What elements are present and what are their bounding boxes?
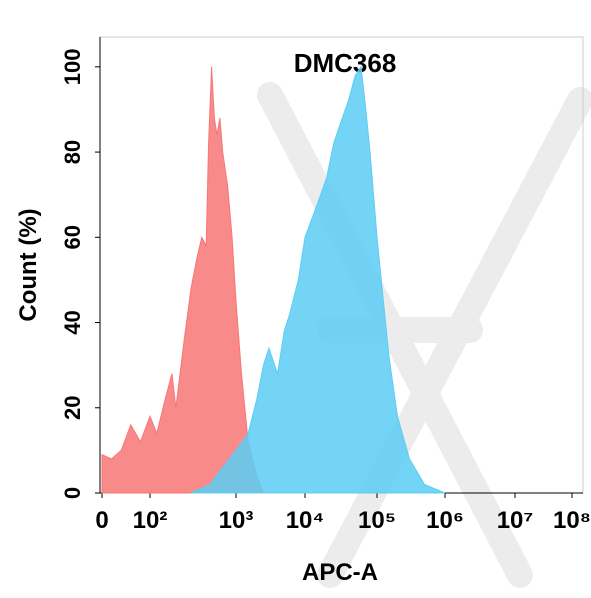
x-tick-label: 10² xyxy=(133,507,168,534)
histogram-area xyxy=(190,65,446,494)
y-tick-label: 80 xyxy=(60,140,85,164)
y-tick-label: 40 xyxy=(60,310,85,334)
y-axis-label: Count (%) xyxy=(15,208,42,321)
y-tick-label: 20 xyxy=(60,396,85,420)
x-tick-label: 10⁸ xyxy=(553,507,591,534)
x-tick-label: 10⁵ xyxy=(358,507,396,534)
x-axis-label: APC-A xyxy=(302,559,378,586)
x-tick-label: 10⁴ xyxy=(286,507,325,534)
y-tick-label: 0 xyxy=(60,487,85,499)
y-tick-label: 100 xyxy=(60,48,85,85)
x-tick-label: 0 xyxy=(95,507,108,534)
histogram-area xyxy=(101,66,265,494)
y-tick-label: 60 xyxy=(60,225,85,249)
x-tick-label: 10⁶ xyxy=(426,507,464,534)
chart-title: DMC368 xyxy=(294,48,397,78)
x-tick-label: 10⁷ xyxy=(497,507,534,534)
x-tick-label: 10³ xyxy=(219,507,254,534)
